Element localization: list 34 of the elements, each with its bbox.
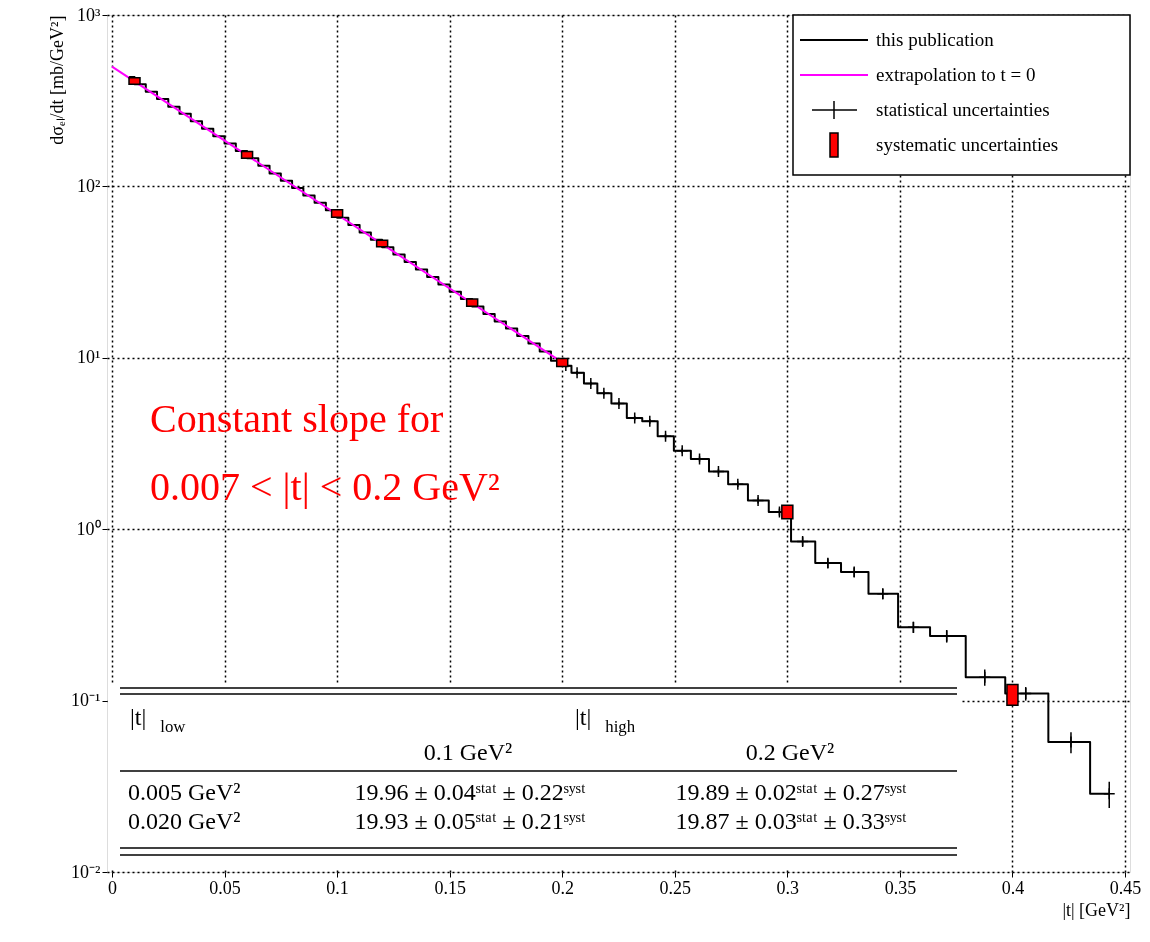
x-tick-label: 0.3 [776, 877, 800, 898]
y-tick-label: 10⁰ [76, 518, 101, 539]
annotation: Constant slope for [150, 396, 444, 441]
annotation: 19.93 ± 0.05ˢᵗᵃᵗ ± 0.21ˢʸˢᵗ [354, 808, 586, 834]
annotation: 19.89 ± 0.02ˢᵗᵃᵗ ± 0.27ˢʸˢᵗ [675, 779, 907, 805]
y-tick-label: 10² [77, 175, 101, 196]
x-tick-label: 0.2 [551, 877, 574, 898]
y-tick-label: 10¹ [77, 347, 101, 368]
annotation: |t|low [130, 704, 187, 737]
annotation: |t|high [575, 704, 636, 737]
y-tick-label: 10⁻¹ [71, 690, 101, 711]
annotation: 0.2 GeV² [745, 739, 835, 765]
annotation: 0.005 GeV² [128, 779, 241, 805]
x-tick-label: 0.1 [326, 877, 349, 898]
annotation: 19.96 ± 0.04ˢᵗᵃᵗ ± 0.22ˢʸˢᵗ [354, 779, 586, 805]
x-tick-label: 0.35 [884, 877, 917, 898]
x-tick-label: 0.4 [1001, 877, 1025, 898]
annotation: 0.007 < |t| < 0.2 GeV² [150, 464, 500, 509]
annotation: 19.87 ± 0.03ˢᵗᵃᵗ ± 0.33ˢʸˢᵗ [675, 808, 907, 834]
y-tick-label: 10³ [77, 4, 102, 25]
x-tick-label: 0.15 [434, 877, 466, 898]
x-tick-label: 0.25 [659, 877, 692, 898]
x-tick-label: 0.45 [1109, 877, 1142, 898]
annotation: 0.020 GeV² [128, 808, 241, 834]
y-axis-title: dσₑₗ/dt [mb/GeV²] [47, 15, 68, 145]
legend-label: extrapolation to t = 0 [876, 64, 1036, 85]
x-tick-label: 0.05 [209, 877, 241, 898]
y-tick-label: 10⁻² [71, 861, 101, 882]
legend-label: systematic uncertainties [876, 134, 1059, 155]
annotation: 0.1 GeV² [423, 739, 513, 765]
legend-label: statistical uncertainties [876, 99, 1050, 120]
legend-label: this publication [876, 29, 995, 50]
x-tick-label: 0 [108, 877, 117, 898]
x-axis-title: |t| [GeV²] [1062, 899, 1131, 920]
